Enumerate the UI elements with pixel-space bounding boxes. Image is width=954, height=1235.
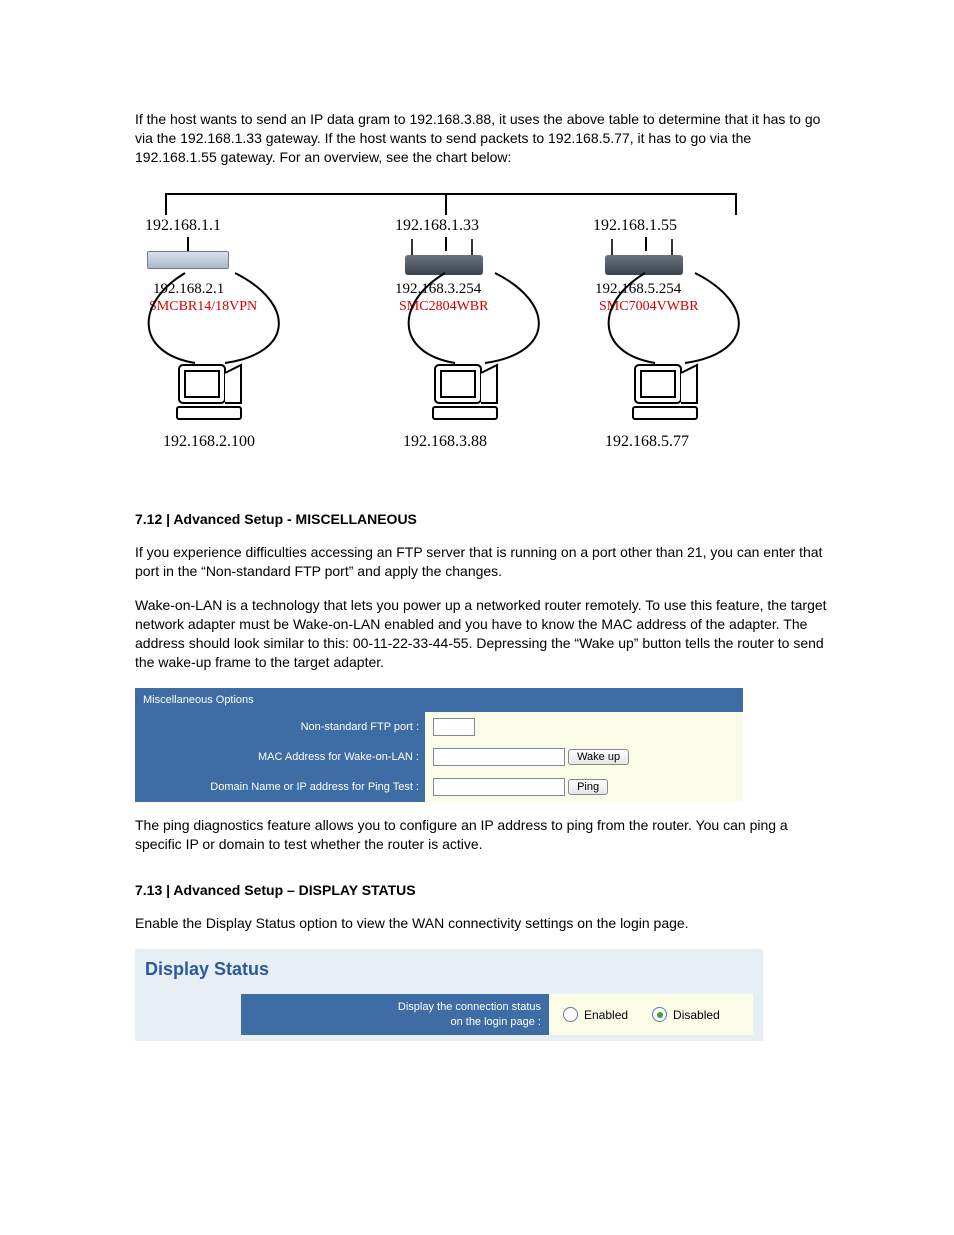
display-status-title: Display Status bbox=[145, 959, 753, 980]
misc-options-header: Miscellaneous Options bbox=[135, 688, 743, 712]
diagram-top-line bbox=[165, 193, 735, 195]
misc-row-label: Non-standard FTP port : bbox=[135, 712, 425, 742]
display-status-label: Display the connection status on the log… bbox=[241, 994, 549, 1036]
radio-disabled-label: Disabled bbox=[673, 1008, 720, 1022]
para-7-12-a: If you experience difficulties accessing… bbox=[135, 543, 834, 581]
display-status-spacer bbox=[145, 994, 241, 1036]
diagram-vline bbox=[165, 193, 167, 215]
diagram-ip-top: 192.168.1.1 bbox=[145, 217, 221, 235]
network-diagram: 192.168.1.1192.168.2.1SMCBR14/18VPN192.1… bbox=[145, 183, 845, 483]
intro-paragraph: If the host wants to send an IP data gra… bbox=[135, 110, 834, 167]
computer-icon bbox=[175, 359, 253, 425]
display-status-label-line1: Display the connection status bbox=[398, 1001, 541, 1013]
display-status-panel: Display Status Display the connection st… bbox=[135, 949, 763, 1042]
ping-button[interactable]: Ping bbox=[568, 779, 608, 795]
diagram-vline bbox=[735, 193, 737, 215]
misc-row-label: MAC Address for Wake-on-LAN : bbox=[135, 742, 425, 772]
misc-row-field: Wake up bbox=[425, 742, 743, 772]
para-7-13: Enable the Display Status option to view… bbox=[135, 914, 834, 933]
wake-up-button[interactable]: Wake up bbox=[568, 749, 629, 765]
diagram-ip-top: 192.168.1.33 bbox=[395, 217, 479, 235]
misc-row: MAC Address for Wake-on-LAN : Wake up bbox=[135, 742, 743, 772]
radio-enabled-label: Enabled bbox=[584, 1008, 628, 1022]
diagram-ip-bottom: 192.168.2.100 bbox=[163, 433, 255, 451]
diagram-vline bbox=[187, 237, 189, 251]
ping-target-input[interactable] bbox=[433, 778, 565, 796]
mac-address-input[interactable] bbox=[433, 748, 565, 766]
misc-row: Domain Name or IP address for Ping Test … bbox=[135, 772, 743, 802]
radio-enabled-icon bbox=[563, 1007, 578, 1022]
para-7-12-b: Wake-on-LAN is a technology that lets yo… bbox=[135, 596, 834, 672]
misc-row-label: Domain Name or IP address for Ping Test … bbox=[135, 772, 425, 802]
diagram-ip-bottom: 192.168.3.88 bbox=[403, 433, 487, 451]
heading-7-12: 7.12 | Advanced Setup - MISCELLANEOUS bbox=[135, 511, 834, 527]
para-7-12-c: The ping diagnostics feature allows you … bbox=[135, 816, 834, 854]
radio-disabled[interactable]: Disabled bbox=[652, 1007, 720, 1022]
display-status-label-line2: on the login page : bbox=[450, 1016, 541, 1028]
diagram-ip-top: 192.168.1.55 bbox=[593, 217, 677, 235]
misc-row-field bbox=[425, 712, 743, 742]
display-status-field: Enabled Disabled bbox=[549, 994, 753, 1036]
heading-7-13: 7.13 | Advanced Setup – DISPLAY STATUS bbox=[135, 882, 834, 898]
misc-options-table: Miscellaneous Options Non-standard FTP p… bbox=[135, 688, 743, 802]
diagram-ip-bottom: 192.168.5.77 bbox=[605, 433, 689, 451]
misc-row: Non-standard FTP port : bbox=[135, 712, 743, 742]
misc-row-field: Ping bbox=[425, 772, 743, 802]
display-status-row: Display the connection status on the log… bbox=[145, 994, 753, 1036]
ftp-port-input[interactable] bbox=[433, 718, 475, 736]
computer-icon bbox=[431, 359, 509, 425]
radio-enabled[interactable]: Enabled bbox=[563, 1007, 628, 1022]
radio-disabled-icon bbox=[652, 1007, 667, 1022]
computer-icon bbox=[631, 359, 709, 425]
diagram-vline bbox=[445, 193, 447, 215]
